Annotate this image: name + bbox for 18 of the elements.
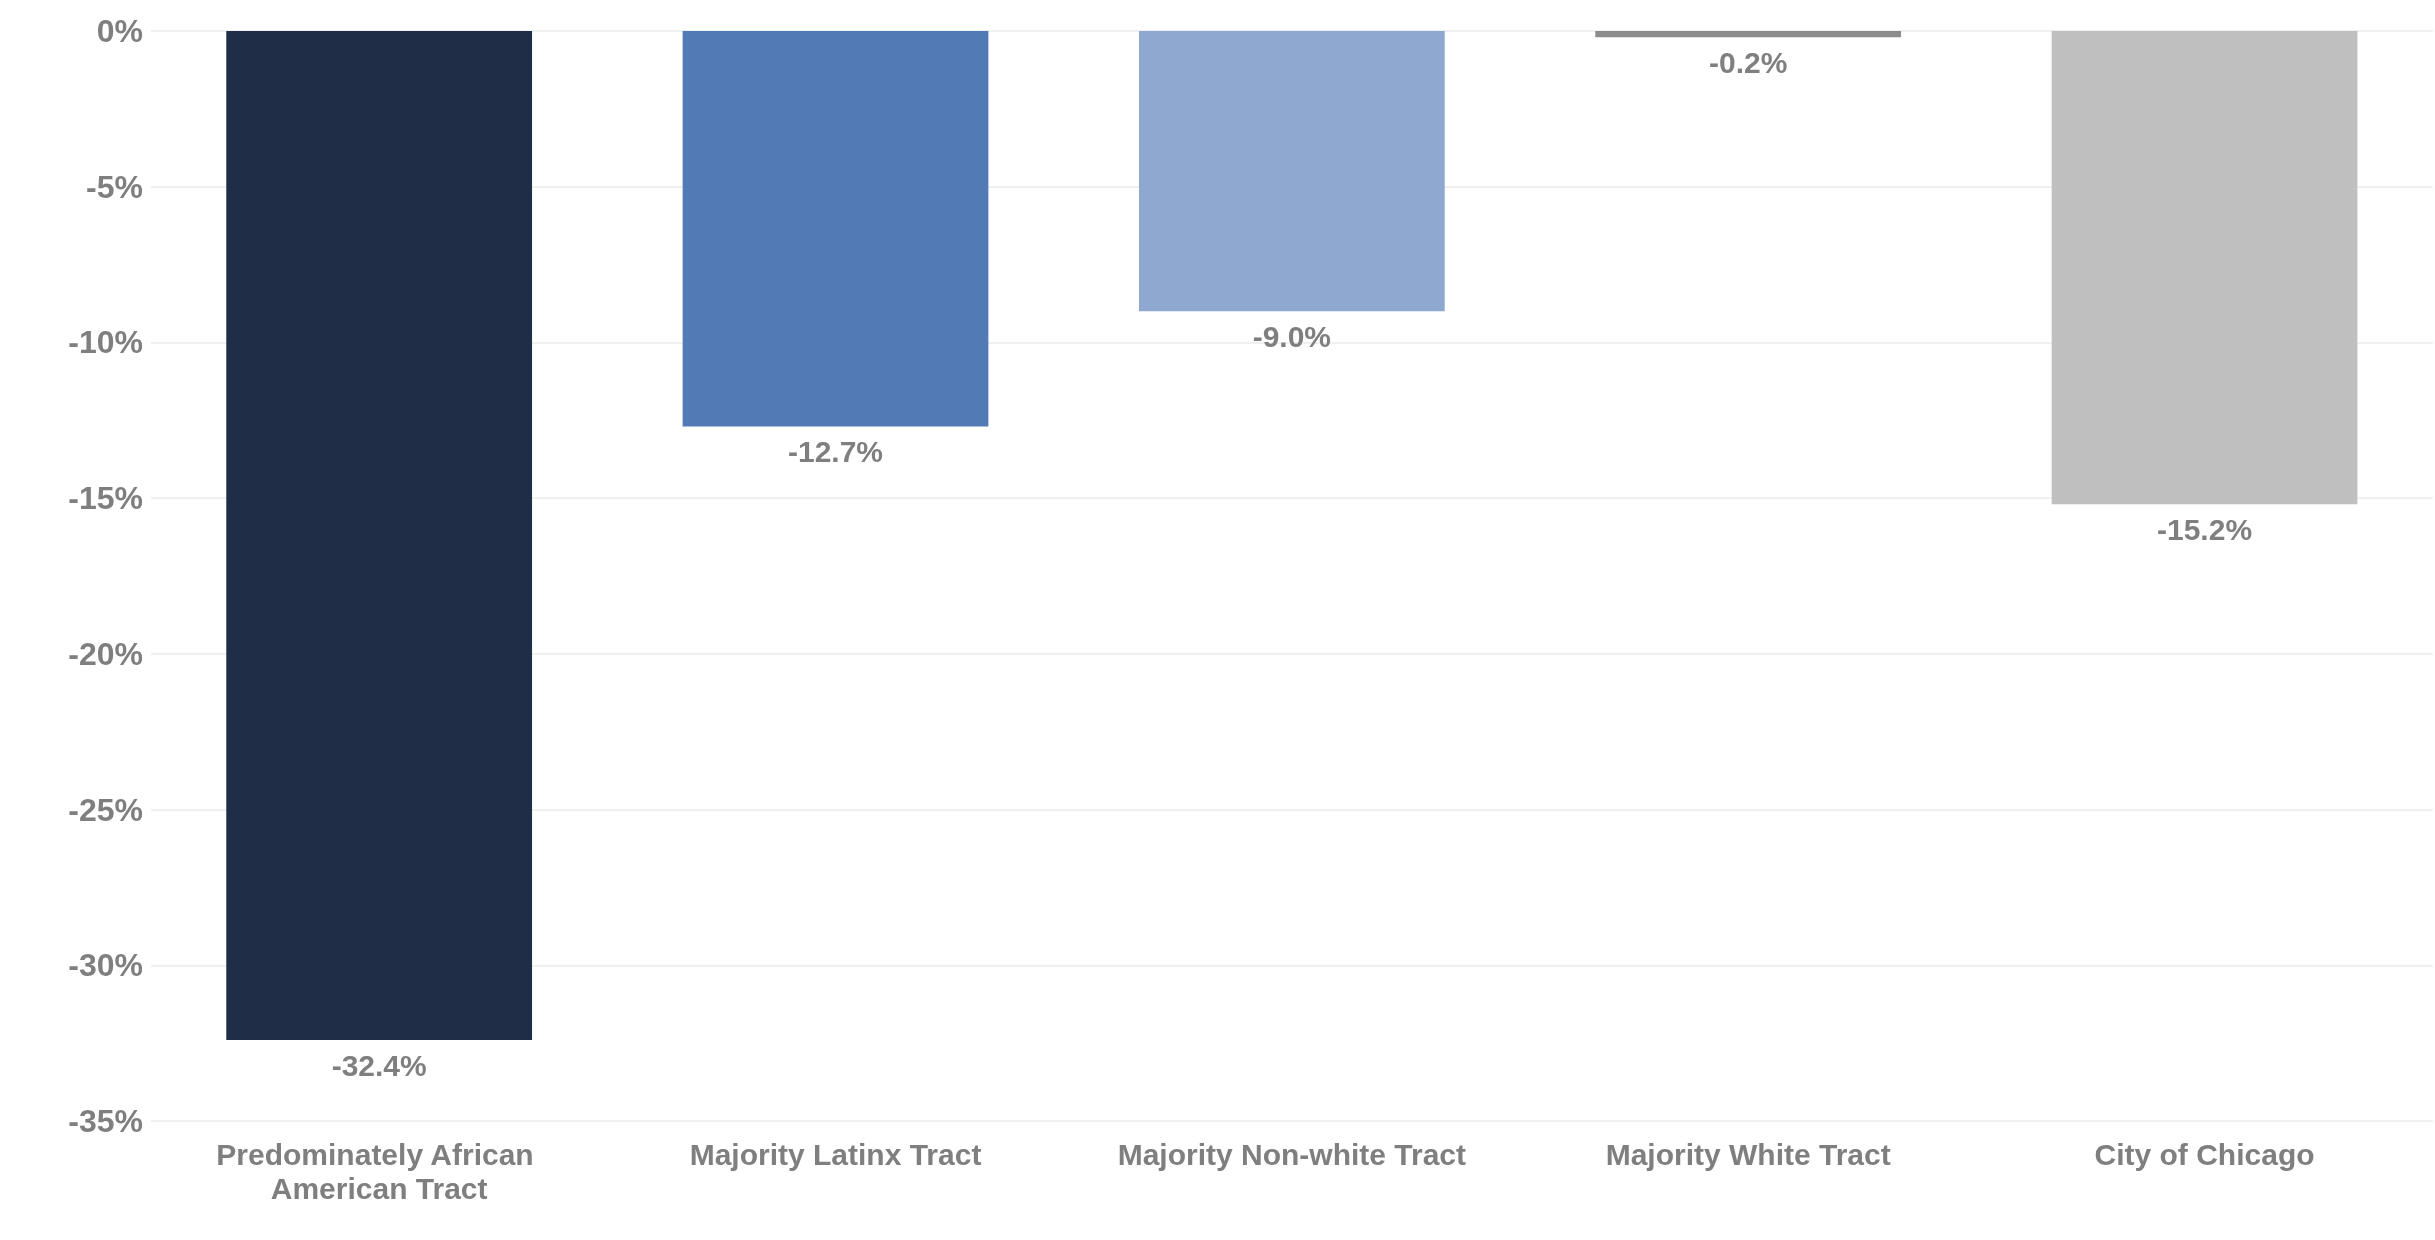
- y-tick-label: -10%: [68, 324, 143, 361]
- x-tick-label: Predominately African American Tract: [216, 1137, 542, 1205]
- y-tick-label: -30%: [68, 947, 143, 984]
- y-tick-label: -20%: [68, 635, 143, 672]
- y-tick-label: -15%: [68, 480, 143, 517]
- y-tick-label: -25%: [68, 791, 143, 828]
- x-tick-label: City of Chicago: [2094, 1137, 2315, 1171]
- x-tick-label: Majority Latinx Tract: [689, 1137, 982, 1171]
- data-label: -32.4%: [331, 1048, 427, 1082]
- data-label: -9.0%: [1252, 319, 1332, 353]
- y-tick-label: -35%: [68, 1103, 143, 1139]
- x-tick-label: Majority White Tract: [1605, 1137, 1891, 1171]
- data-label: -0.2%: [1709, 45, 1788, 79]
- y-tick-label: -5%: [86, 168, 143, 205]
- data-label: -12.7%: [787, 435, 884, 469]
- x-tick-label: Majority Non-white Tract: [1117, 1137, 1467, 1171]
- y-tick-label: 0%: [96, 13, 143, 49]
- data-label: -15.2%: [2157, 512, 2253, 546]
